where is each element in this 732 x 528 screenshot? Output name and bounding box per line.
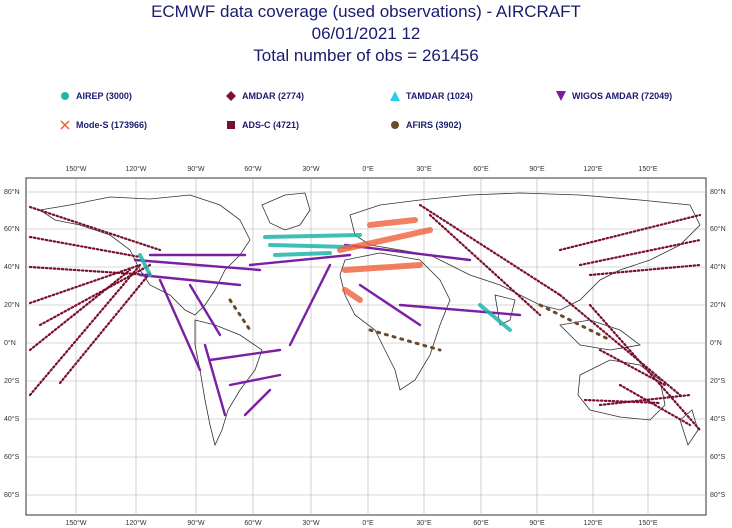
lon-tick-label: 0°E [362, 519, 374, 527]
lon-tick-label: 30°W [302, 165, 320, 173]
lat-tick-label: 40°S [4, 415, 20, 423]
lat-tick-label: 20°N [4, 301, 20, 309]
amdar-diamond-icon [226, 91, 236, 101]
lat-ticks-left: 80°N 60°N 40°N 20°N 0°N 20°S 40°S 60°S 8… [4, 188, 20, 499]
lat-tick-label: 80°S [4, 491, 20, 499]
lat-tick-label: 20°S [710, 377, 726, 385]
lon-tick-label: 150°W [65, 165, 86, 173]
legend-item-ads-c: ADS-C (4721) [226, 120, 299, 130]
legend-item-amdar: AMDAR (2774) [226, 91, 304, 101]
legend-label-amdar: AMDAR (2774) [242, 91, 305, 101]
lat-tick-label: 80°S [710, 491, 726, 499]
observation-tracks [28, 203, 702, 432]
chart-total: Total number of obs = 261456 [253, 46, 479, 65]
lon-tick-label: 90°E [529, 519, 545, 527]
lat-ticks-right: 80°N 60°N 40°N 20°N 0°N 20°S 40°S 60°S 8… [710, 188, 726, 499]
lon-tick-label: 30°W [302, 519, 320, 527]
lon-tick-label: 30°E [416, 519, 432, 527]
lon-tick-label: 120°W [125, 519, 146, 527]
lat-tick-label: 60°S [710, 453, 726, 461]
airep-dot-icon [61, 92, 69, 100]
lat-tick-label: 60°S [4, 453, 20, 461]
wigos-triangle-down-icon [556, 91, 566, 101]
legend-label-airep: AIREP (3000) [76, 91, 132, 101]
lat-tick-label: 80°N [710, 188, 726, 196]
legend-label-wigos-amdar: WIGOS AMDAR (72049) [572, 91, 673, 101]
lon-tick-label: 120°W [125, 165, 146, 173]
lon-tick-label: 60°E [473, 519, 489, 527]
lon-tick-label: 150°W [65, 519, 86, 527]
world-map: 150°W 120°W 90°W 60°W 30°W 0°E 30°E 60°E… [4, 165, 726, 527]
legend-item-wigos-amdar: WIGOS AMDAR (72049) [556, 91, 672, 101]
legend-item-tamdar: TAMDAR (1024) [390, 91, 473, 101]
lon-tick-label: 90°E [529, 165, 545, 173]
legend-item-mode-s: Mode-S (173966) [60, 120, 147, 130]
tamdar-triangle-icon [390, 91, 400, 101]
legend-label-tamdar: TAMDAR (1024) [406, 91, 473, 101]
legend-label-ads-c: ADS-C (4721) [242, 120, 300, 130]
lon-tick-label: 60°E [473, 165, 489, 173]
chart-datetime: 06/01/2021 12 [311, 24, 421, 43]
lat-tick-label: 40°N [710, 263, 726, 271]
lon-tick-label: 0°E [362, 165, 374, 173]
mode-s-cross-icon [60, 120, 70, 130]
lat-tick-label: 40°S [710, 415, 726, 423]
lon-tick-label: 120°E [583, 165, 602, 173]
legend-label-afirs: AFIRS (3902) [406, 120, 462, 130]
legend-item-afirs: AFIRS (3902) [390, 120, 462, 130]
lat-tick-label: 60°N [4, 225, 20, 233]
lon-tick-label: 90°W [187, 519, 205, 527]
lat-tick-label: 20°N [710, 301, 726, 309]
lon-tick-label: 120°E [583, 519, 602, 527]
lat-tick-label: 40°N [4, 263, 20, 271]
lon-ticks-top: 150°W 120°W 90°W 60°W 30°W 0°E 30°E 60°E… [65, 165, 657, 173]
lon-tick-label: 60°W [244, 519, 262, 527]
lon-tick-label: 150°E [638, 165, 657, 173]
legend-label-mode-s: Mode-S (173966) [76, 120, 148, 130]
lon-tick-label: 150°E [638, 519, 657, 527]
lat-tick-label: 60°N [710, 225, 726, 233]
chart-title: ECMWF data coverage (used observations) … [151, 2, 581, 21]
lon-tick-label: 90°W [187, 165, 205, 173]
lon-tick-label: 60°W [244, 165, 262, 173]
lat-tick-label: 20°S [4, 377, 20, 385]
afirs-dot-icon [391, 121, 399, 129]
map-frame [25, 177, 707, 516]
lat-tick-label: 80°N [4, 188, 20, 196]
ads-c-square-icon [227, 121, 235, 129]
legend-item-airep: AIREP (3000) [60, 91, 132, 101]
lat-tick-label: 0°N [4, 339, 16, 347]
lon-tick-label: 30°E [416, 165, 432, 173]
lat-tick-label: 0°N [710, 339, 722, 347]
lon-ticks-bottom: 150°W 120°W 90°W 60°W 30°W 0°E 30°E 60°E… [65, 519, 657, 527]
